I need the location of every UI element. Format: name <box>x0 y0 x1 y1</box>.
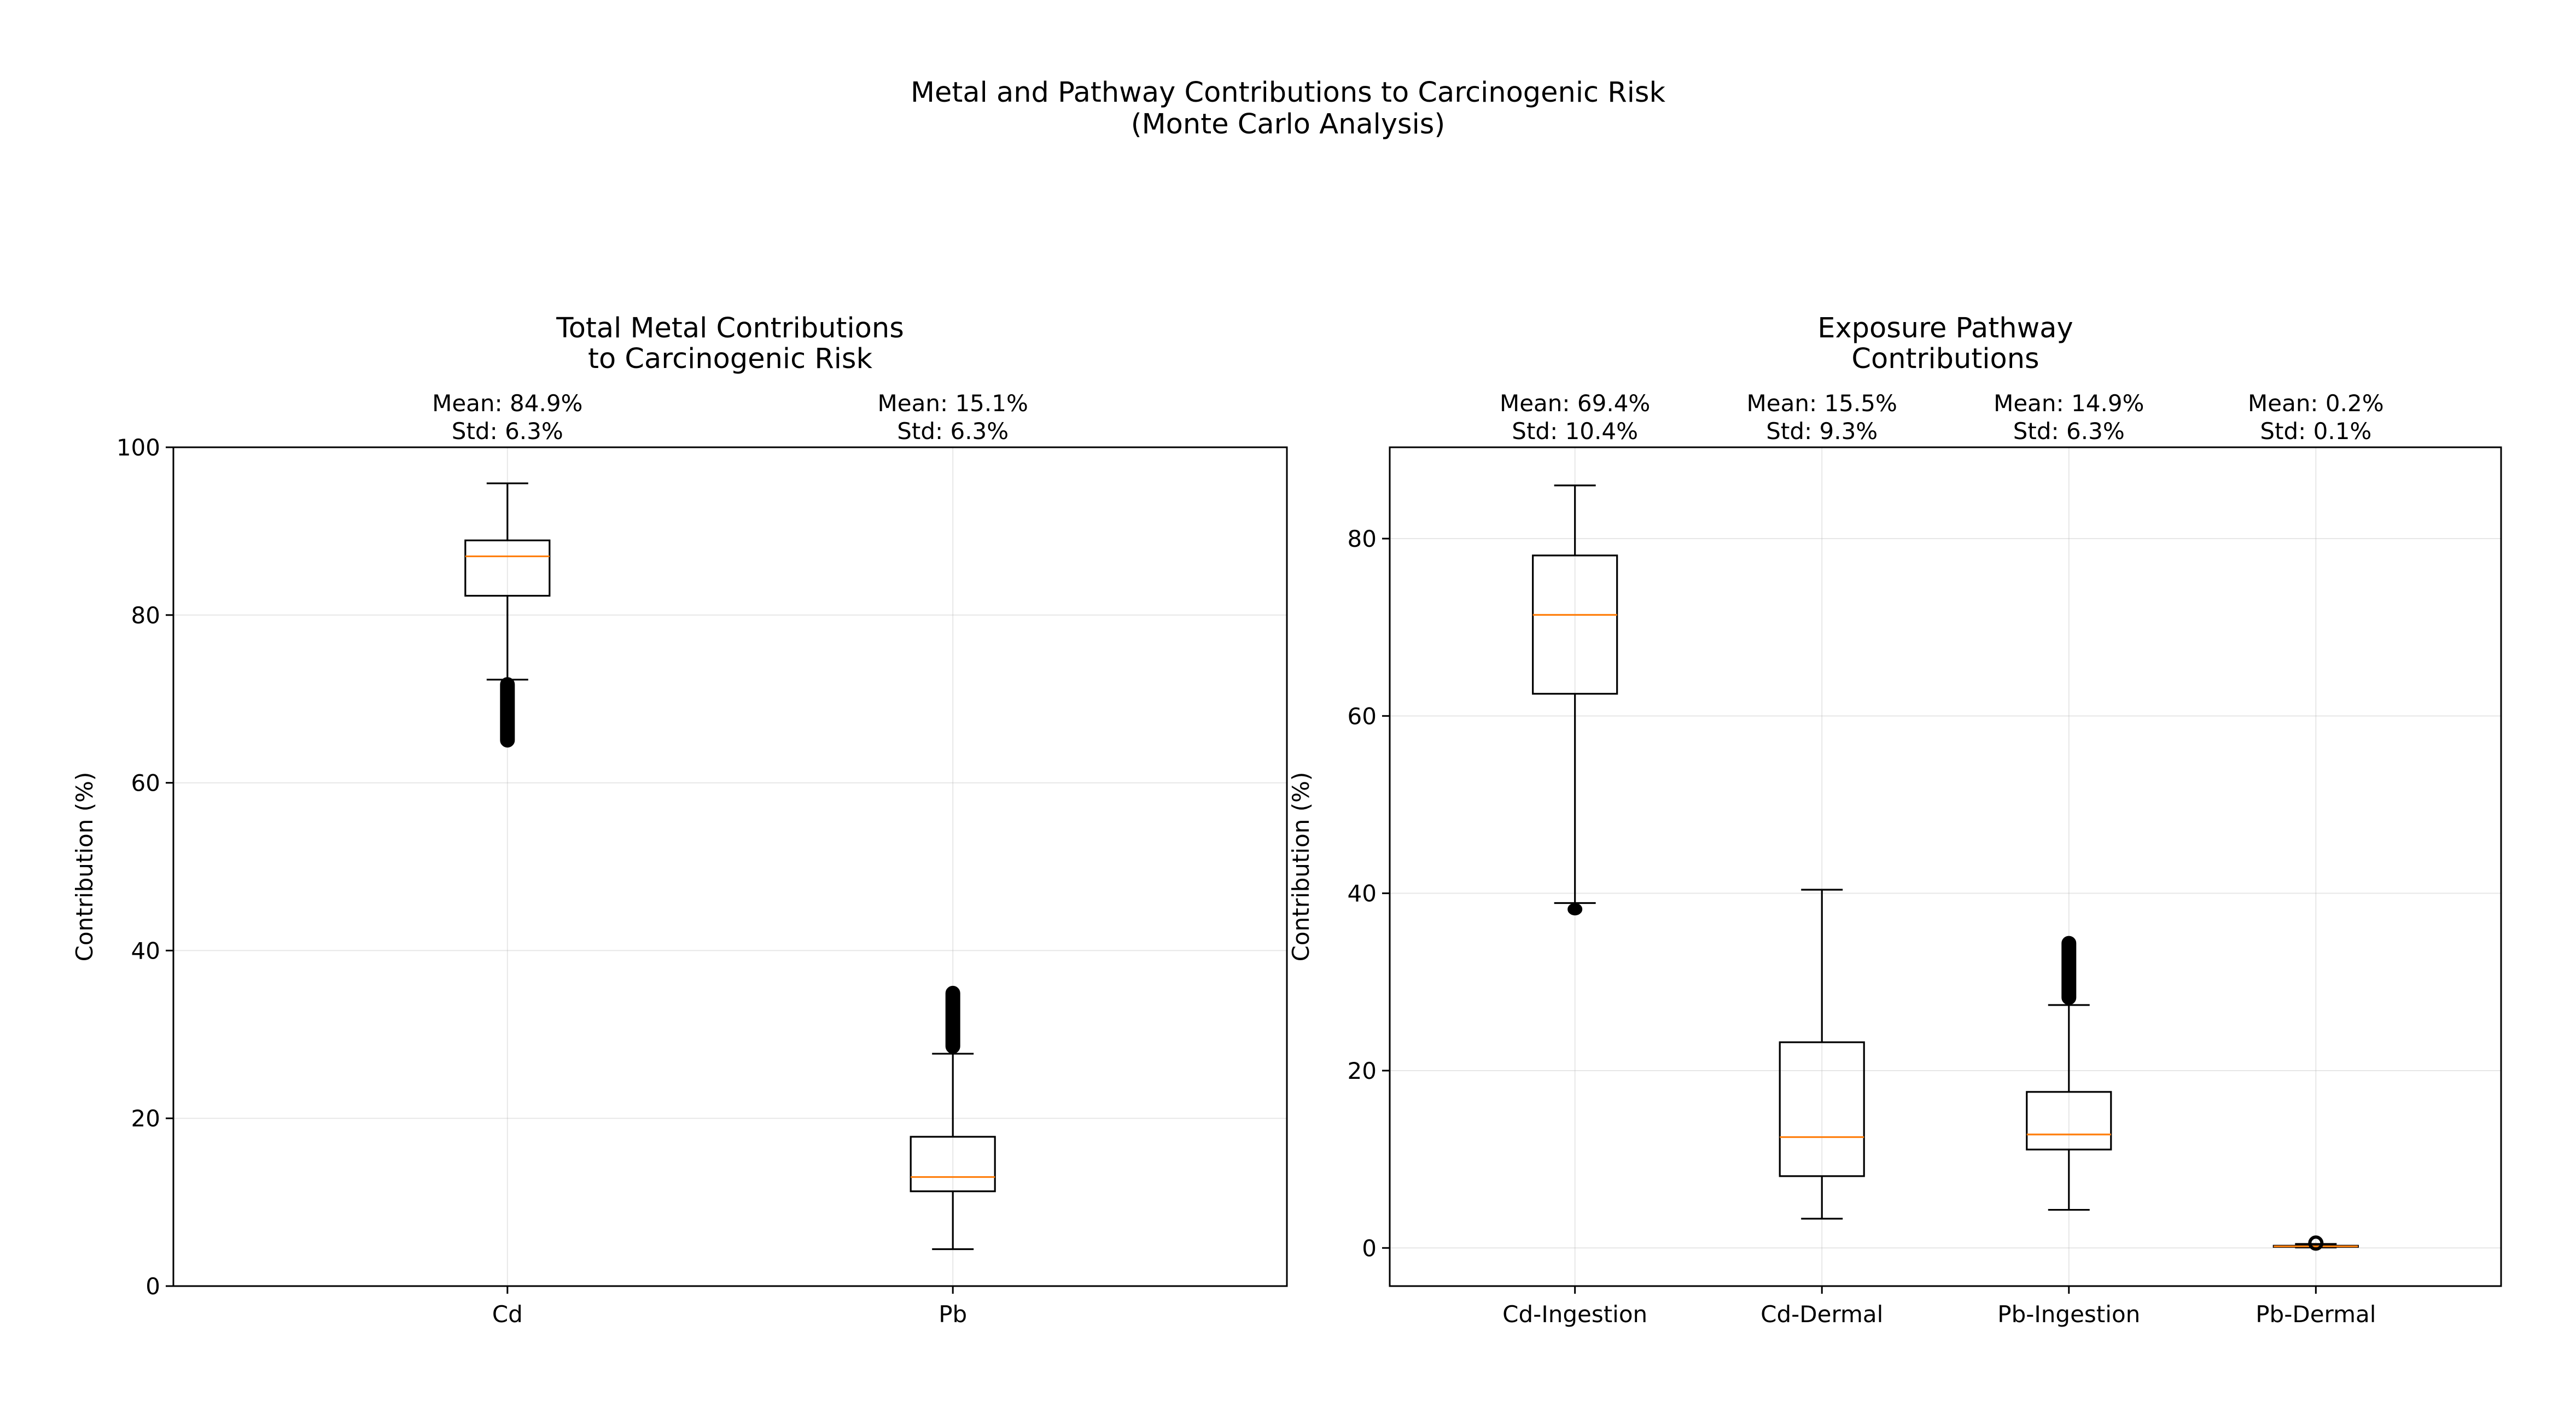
y-axis-label: Contribution (%) <box>1287 772 1314 962</box>
std-annotation: Std: 0.1% <box>2260 418 2371 445</box>
right-box-plot: 0 20 40 60 80 Cd-Ingestion Cd-Dermal Pb-Ingesti… <box>1287 312 2502 1328</box>
mean-annotation: Mean: 15.1% <box>878 390 1028 417</box>
x-tick-label: Cd-Ingestion <box>1502 1301 1647 1328</box>
axes-title-line-1: Exposure Pathway <box>1817 312 2073 344</box>
outlier-band <box>1567 903 1583 916</box>
axes-frame <box>1389 446 2502 1287</box>
axes-title-line-2: to Carcinogenic Risk <box>588 343 873 375</box>
y-tick-label: 20 <box>1348 1058 1377 1084</box>
y-tick-label: 0 <box>1362 1235 1377 1261</box>
std-annotation: Std: 6.3% <box>2013 418 2125 445</box>
y-tick-label: 20 <box>131 1105 160 1132</box>
y-tick-label: 40 <box>131 937 160 964</box>
x-tick-label: Pb-Ingestion <box>1997 1301 2140 1328</box>
x-tick-label: Pb-Dermal <box>2256 1301 2376 1328</box>
y-axis-label: Contribution (%) <box>71 772 98 962</box>
axes-title-line-1: Total Metal Contributions <box>556 312 904 344</box>
x-tick-label: Cd <box>492 1301 523 1328</box>
box-iqr <box>1532 554 1618 695</box>
axes-frame <box>172 446 1288 1287</box>
box-iqr <box>910 1136 996 1193</box>
x-tick-label: Pb <box>939 1301 967 1328</box>
std-annotation: Std: 9.3% <box>1766 418 1878 445</box>
box-iqr <box>464 539 551 597</box>
x-tick-label: Cd-Dermal <box>1761 1301 1883 1328</box>
y-tick-label: 40 <box>1348 880 1377 907</box>
box-iqr <box>1779 1041 1865 1177</box>
mean-annotation: Mean: 15.5% <box>1747 390 1897 417</box>
mean-annotation: Mean: 14.9% <box>1994 390 2144 417</box>
y-tick-label: 80 <box>1348 525 1377 552</box>
mean-annotation: Mean: 0.2% <box>2248 390 2384 417</box>
figure-suptitle-line-1: Metal and Pathway Contributions to Carci… <box>911 77 1666 109</box>
mean-annotation: Mean: 84.9% <box>432 390 582 417</box>
y-tick-label: 80 <box>131 602 160 629</box>
figure-suptitle-line-2: (Monte Carlo Analysis) <box>1131 108 1445 141</box>
y-tick-label: 60 <box>1348 703 1377 729</box>
left-box-plot: 0 20 40 60 80 100 Cd Pb Contribution (%) Mean: 84… <box>71 312 1288 1328</box>
outlier-band <box>500 677 515 748</box>
std-annotation: Std: 10.4% <box>1512 418 1638 445</box>
outlier-band <box>2061 936 2077 1005</box>
std-annotation: Std: 6.3% <box>897 418 1009 445</box>
box-iqr <box>2026 1091 2112 1150</box>
outlier-band <box>945 985 960 1054</box>
mean-annotation: Mean: 69.4% <box>1500 390 1650 417</box>
outlier-marker <box>2308 1235 2324 1251</box>
axes-title-line-2: Contributions <box>1851 343 2039 375</box>
std-annotation: Std: 6.3% <box>452 418 563 445</box>
y-tick-label: 100 <box>116 434 160 461</box>
y-tick-label: 0 <box>145 1273 160 1300</box>
y-tick-label: 60 <box>131 770 160 797</box>
